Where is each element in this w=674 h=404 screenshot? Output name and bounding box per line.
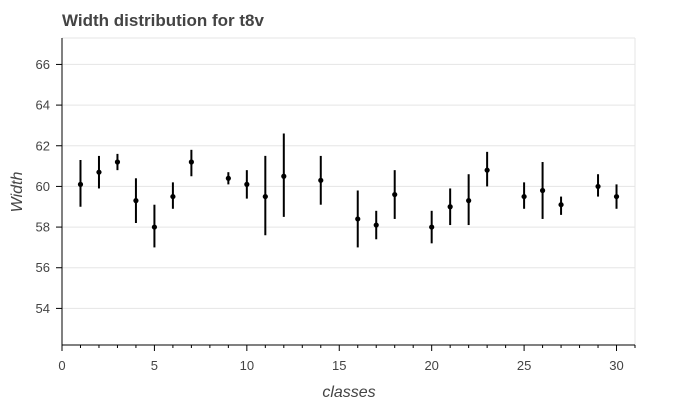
- data-point: [539, 187, 546, 194]
- axes-layer: 54 56 58 60 62 64 66 0 5 10 15 20 25 30: [36, 38, 636, 373]
- y-tick-label: 56: [36, 260, 50, 275]
- y-tick-label: 58: [36, 220, 50, 235]
- y-tick-label: 64: [36, 98, 50, 113]
- data-point: [170, 193, 176, 200]
- x-tick-label: 25: [517, 358, 531, 373]
- data-point: [558, 202, 564, 208]
- y-axis-label: Width: [9, 172, 26, 213]
- data-point: [262, 193, 268, 200]
- data-point: [188, 159, 194, 165]
- chart-title: Width distribution for t8v: [62, 11, 264, 30]
- data-point: [466, 198, 472, 204]
- data-point: [484, 167, 490, 173]
- x-tick-label: 5: [151, 358, 158, 373]
- data-point: [355, 216, 361, 222]
- y-tick-label: 54: [36, 301, 50, 316]
- grid-layer: [62, 37, 636, 345]
- x-axis-label: classes: [322, 384, 375, 401]
- data-point: [595, 183, 601, 190]
- data-point: [429, 224, 435, 230]
- data-point: [392, 191, 398, 198]
- data-point: [521, 193, 527, 200]
- data-point: [244, 181, 250, 187]
- y-tick-label: 66: [36, 57, 50, 72]
- data-point: [225, 175, 231, 181]
- x-tick-label: 0: [58, 358, 65, 373]
- x-tick-label: 20: [424, 358, 438, 373]
- data-point: [133, 198, 139, 204]
- x-tick-label: 10: [240, 358, 254, 373]
- data-point: [613, 193, 620, 200]
- data-point: [96, 169, 102, 175]
- data-point: [447, 204, 453, 210]
- data-point: [114, 159, 121, 165]
- data-point: [77, 181, 84, 187]
- data-layer: [77, 133, 620, 248]
- x-tick-label: 30: [609, 358, 623, 373]
- data-point: [373, 222, 379, 228]
- data-point: [318, 177, 324, 183]
- y-tick-label: 60: [36, 179, 50, 194]
- data-point: [281, 173, 287, 179]
- data-point: [151, 224, 158, 230]
- x-tick-label: 15: [332, 358, 346, 373]
- y-tick-label: 62: [36, 138, 50, 153]
